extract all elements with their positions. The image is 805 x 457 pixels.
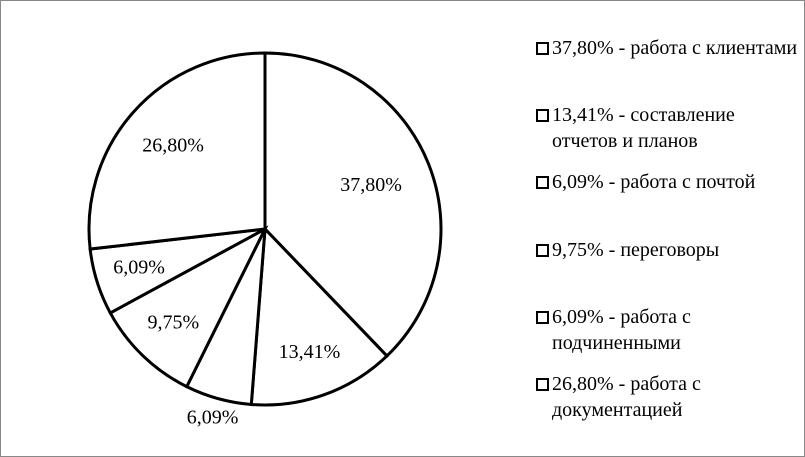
- pie-slice: [87, 51, 267, 251]
- slice-label: 37,80%: [340, 174, 402, 196]
- pie-slice: [249, 225, 390, 407]
- legend-label: 9,75% - переговоры: [552, 238, 720, 261]
- pie-slice: [108, 225, 269, 389]
- legend-item: 37,80% - работа с клиентами: [536, 35, 798, 61]
- legend-label: 13,41% - составление отчетов и планов: [552, 104, 735, 153]
- legend-item: 26,80% - работа с документацией: [536, 371, 798, 423]
- legend-swatch: [536, 243, 549, 257]
- slice-label: 13,41%: [279, 341, 341, 363]
- legend-label: 37,80% - работа с клиентами: [552, 37, 798, 59]
- legend-item: 6,09% - работа с почтой: [536, 169, 798, 195]
- slice-label: 6,09%: [113, 256, 165, 278]
- slice-label: 26,80%: [142, 135, 204, 157]
- slice-label: 6,09%: [187, 407, 239, 429]
- slice-label: 9,75%: [148, 312, 200, 334]
- legend-swatch: [536, 310, 549, 324]
- legend-label: 6,09% - работа с почтой: [552, 171, 756, 194]
- legend-swatch: [536, 42, 549, 55]
- legend-item: 9,75% - переговоры: [536, 237, 798, 263]
- legend-swatch: [536, 378, 549, 391]
- legend-item: 6,09% - работа с подчиненными: [536, 304, 798, 356]
- legend-label: 26,80% - работа с документацией: [552, 373, 701, 421]
- legend-swatch: [536, 176, 549, 190]
- legend-item: 13,41% - составление отчетов и планов: [536, 102, 798, 154]
- legend-label: 6,09% - работа с подчиненными: [552, 305, 691, 354]
- legend-swatch: [536, 109, 549, 123]
- pie-slice: [263, 51, 443, 359]
